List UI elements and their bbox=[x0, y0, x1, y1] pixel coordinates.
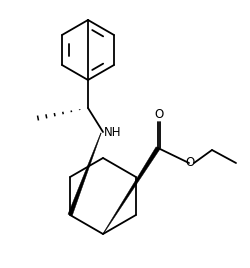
Text: O: O bbox=[154, 109, 163, 121]
Polygon shape bbox=[68, 133, 101, 216]
Text: O: O bbox=[185, 157, 194, 169]
Polygon shape bbox=[102, 147, 159, 234]
Text: NH: NH bbox=[104, 125, 121, 139]
